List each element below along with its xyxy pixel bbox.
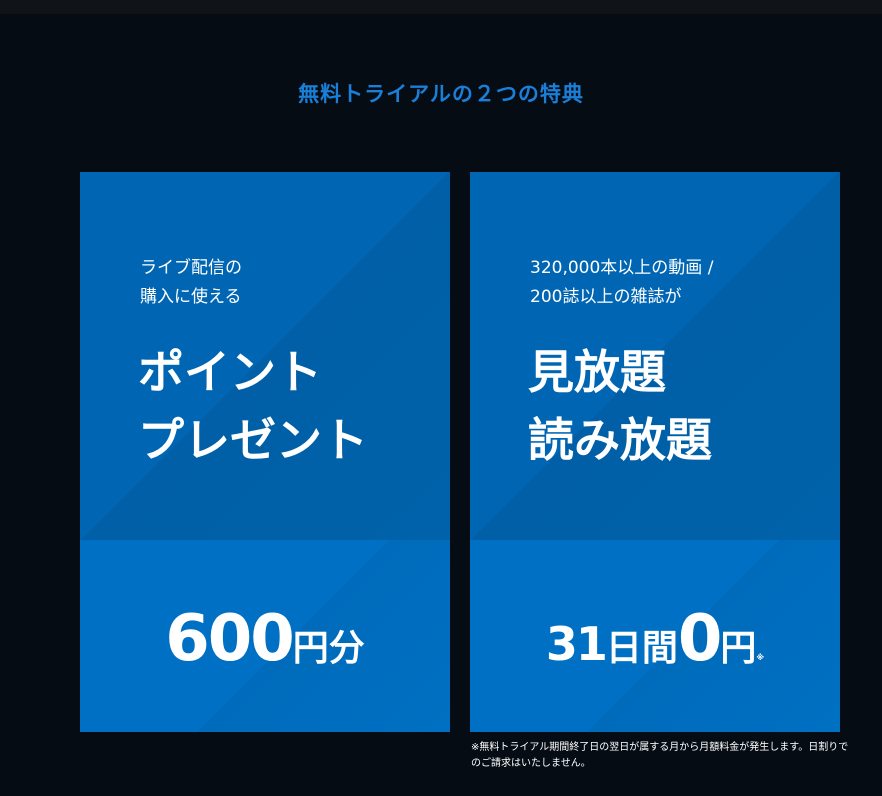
headline-line: プレゼント: [138, 413, 368, 467]
card-headline: 見放題 読み放題: [528, 338, 712, 474]
card-price: 31日間0円※: [470, 602, 840, 676]
card-upper: [80, 172, 450, 540]
card-lead: ライブ配信の 購入に使える: [140, 254, 242, 312]
price-days-unit: 日間: [605, 628, 678, 669]
lead-line: 320,000本以上の動画 /: [530, 258, 714, 278]
benefit-card-points: ライブ配信の 購入に使える ポイントプレゼント 600円分: [80, 172, 450, 732]
headline-line: 読み放題: [528, 413, 712, 467]
card-lower: [470, 540, 840, 732]
headline-line: 見放題: [528, 345, 666, 399]
footnote: ※無料トライアル期間終了日の翌日が属する月から月額料金が発生します。日割りでのご…: [471, 742, 849, 769]
top-bar: [0, 0, 882, 14]
price-unit: 円: [720, 628, 757, 669]
benefit-card-unlimited: 320,000本以上の動画 / 200誌以上の雑誌が 見放題読み放題 31日間0円…: [470, 172, 840, 732]
card-headline: ポイント プレゼント: [138, 338, 368, 474]
lead-line: 200誌以上の雑誌が: [530, 287, 682, 307]
headline-line: ポイント: [138, 345, 322, 399]
card-lower: [80, 540, 450, 732]
lead-line: ライブ配信の: [140, 258, 242, 278]
section-title: 無料トライアルの２つの特典: [298, 82, 584, 106]
price-unit: 円分: [292, 628, 365, 669]
price-number: 0: [677, 602, 723, 676]
card-lead: 320,000本以上の動画 / 200誌以上の雑誌が: [530, 254, 713, 312]
lead-line: 購入に使える: [140, 287, 242, 307]
footnote-mark: ※: [756, 653, 765, 662]
price-number: 600: [165, 602, 295, 676]
card-upper: [470, 172, 840, 540]
card-price: 600円分: [80, 602, 450, 676]
price-days: 31: [545, 617, 608, 671]
